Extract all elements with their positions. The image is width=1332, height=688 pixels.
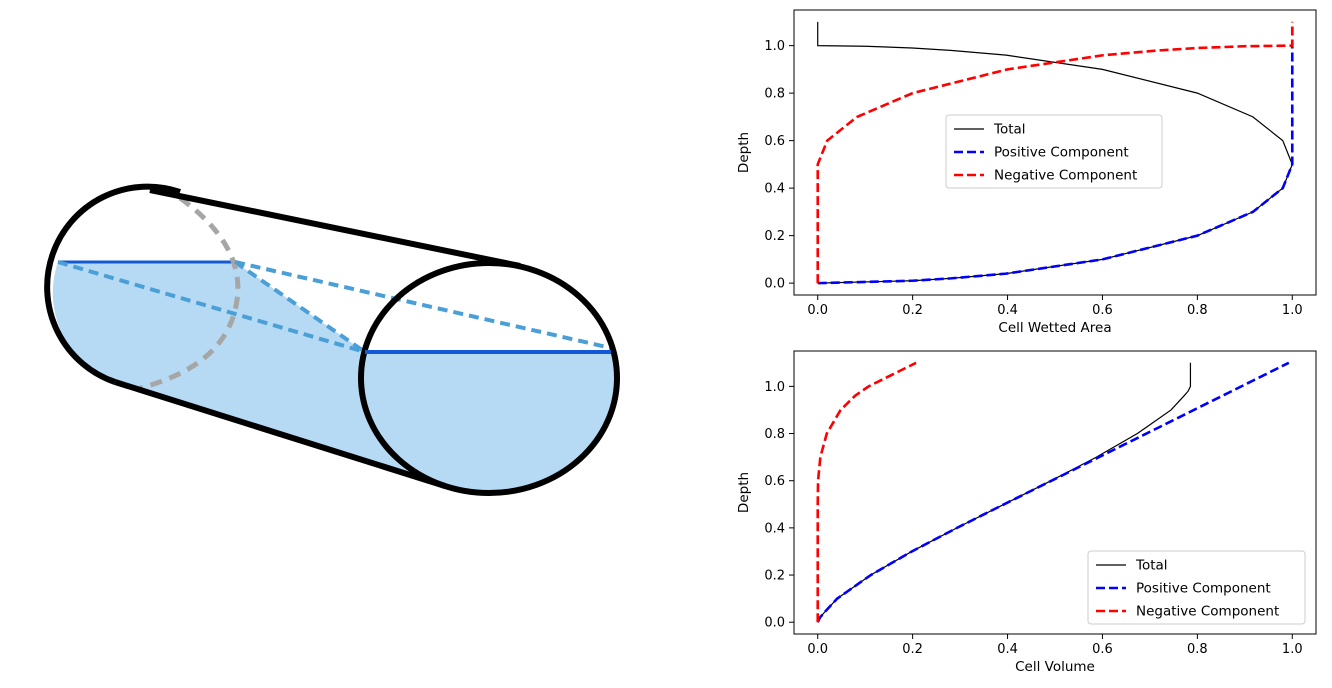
y-tick-label: 0.6 — [764, 134, 785, 149]
water-fill — [52, 262, 615, 493]
y-tick-label: 1.0 — [764, 380, 785, 395]
y-tick-label: 0.2 — [764, 569, 785, 584]
legend-label-2: Negative Component — [1136, 604, 1279, 620]
x-tick-label: 0.6 — [1092, 642, 1113, 657]
x-tick-label: 0.4 — [997, 303, 1018, 318]
y-axis-label: Depth — [736, 132, 752, 173]
surface-bottom-dashed-edge — [57, 260, 366, 354]
x-tick-label: 0.4 — [997, 642, 1018, 657]
legend-label-1: Positive Component — [1136, 581, 1271, 597]
pipe-bottom-edge — [114, 379, 446, 489]
x-tick-label: 0.0 — [807, 303, 828, 318]
legend-label-1: Positive Component — [994, 145, 1129, 161]
y-tick-label: 0.8 — [764, 87, 785, 102]
series-2-line — [816, 361, 917, 623]
x-tick-label: 0.0 — [807, 642, 828, 657]
far-cap-hidden-arc — [139, 195, 241, 391]
legend-box — [1087, 550, 1306, 625]
y-axis-label: Depth — [736, 472, 752, 513]
legend: Total Positive Component Negative Componen… — [945, 114, 1163, 189]
x-tick-label: 0.6 — [1092, 303, 1113, 318]
x-tick-label: 0.2 — [902, 303, 923, 318]
series-1-line — [817, 21, 1294, 285]
back-surface-dashed-line — [233, 260, 367, 354]
series-1-line — [816, 361, 1290, 623]
legend: Total Positive Component Negative Componen… — [1087, 550, 1306, 625]
y-tick-label: 0.6 — [764, 474, 785, 489]
x-axis-label: Cell Volume — [1015, 659, 1095, 675]
y-tick-label: 0.0 — [764, 616, 785, 631]
x-axis-label: Cell Wetted Area — [998, 320, 1111, 336]
pipe-far-end-arc — [44, 183, 181, 385]
surface-top-dashed-edge — [234, 260, 612, 350]
pipe-top-edge — [149, 187, 521, 269]
y-tick-label: 1.0 — [764, 39, 785, 54]
series-2-line — [816, 21, 1294, 284]
legend-box — [945, 114, 1163, 189]
y-tick-label: 0.4 — [764, 182, 785, 197]
legend-label-0: Total — [993, 122, 1026, 138]
x-tick-label: 1.0 — [1282, 642, 1303, 657]
x-tick-label: 0.8 — [1187, 303, 1208, 318]
y-tick-label: 0.4 — [764, 521, 785, 536]
x-tick-label: 0.8 — [1187, 642, 1208, 657]
wetted-area-chart: 0.0 0.2 0.4 0.6 0.8 1.0 0.0 0.2 0.4 0.6 0.8 1.0 Cell… — [736, 9, 1317, 336]
plot-frame — [793, 9, 1317, 296]
pipe-illustration — [44, 183, 620, 496]
plot-frame — [793, 350, 1317, 635]
pipe-near-cap — [358, 260, 620, 496]
x-tick-label: 1.0 — [1282, 303, 1303, 318]
legend-label-0: Total — [1135, 558, 1168, 574]
volume-chart: 0.0 0.2 0.4 0.6 0.8 1.0 0.0 0.2 0.4 0.6 0.8 1.0 Cell… — [736, 350, 1317, 675]
legend-label-2: Negative Component — [994, 168, 1137, 184]
y-tick-label: 0.2 — [764, 229, 785, 244]
y-tick-label: 0.0 — [764, 277, 785, 292]
x-tick-label: 0.2 — [902, 642, 923, 657]
y-tick-label: 0.8 — [764, 427, 785, 442]
